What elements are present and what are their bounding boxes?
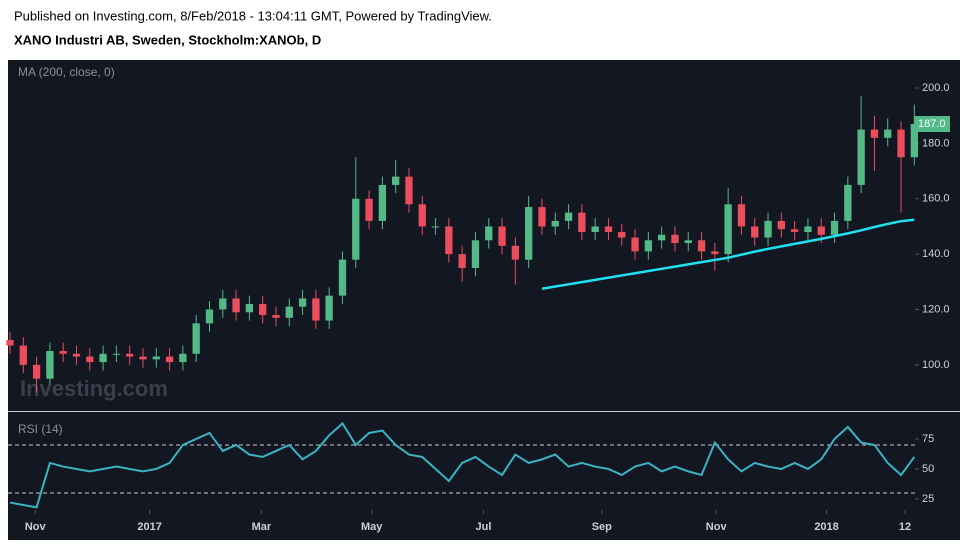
candle-body <box>777 220 786 230</box>
candle-body <box>790 229 799 232</box>
candle-body <box>152 356 160 360</box>
candle-body <box>298 298 307 307</box>
candle-body <box>259 303 267 316</box>
candle-body <box>431 226 440 228</box>
candle-body <box>192 323 200 354</box>
candle-body <box>325 295 333 321</box>
candle-body <box>671 234 679 244</box>
candle-body <box>232 298 240 313</box>
price-panel-label: MA (200, close, 0) <box>18 65 115 79</box>
candle-body <box>418 204 426 227</box>
x-tick-label: May <box>361 521 383 533</box>
candle-body <box>285 306 293 318</box>
x-tick-label: 2018 <box>814 521 838 533</box>
candle-body <box>498 226 506 246</box>
candle-body <box>378 184 387 221</box>
candle-body <box>817 226 825 235</box>
last-price-badge <box>914 116 950 133</box>
candle-body <box>657 234 666 241</box>
candle-body <box>525 207 533 260</box>
candle-body <box>511 245 520 260</box>
candle-body <box>591 226 599 232</box>
candle-body <box>830 220 839 235</box>
candle-body <box>564 212 573 221</box>
rsi-panel-label: RSI (14) <box>18 422 63 436</box>
candle-body <box>72 353 81 357</box>
y-tick-label: 25 <box>922 493 934 505</box>
published-note: Published on Investing.com, 8/Feb/2018 -… <box>14 8 492 23</box>
x-tick-label: Nov <box>706 521 728 533</box>
candle-body <box>751 226 759 238</box>
candle-body <box>884 129 892 138</box>
candle-body <box>165 356 174 363</box>
y-tick-label: 200.0 <box>922 82 950 94</box>
x-tick-label: Jul <box>475 521 491 533</box>
candle-body <box>32 364 41 379</box>
candle-body <box>272 315 280 318</box>
watermark: Investing.com <box>20 376 168 401</box>
candle-body <box>365 198 373 221</box>
candle-body <box>644 240 653 252</box>
candle-body <box>392 176 400 185</box>
panel-bg <box>8 60 960 540</box>
candle-body <box>857 129 865 185</box>
candle-body <box>205 309 214 324</box>
x-tick-label: 2017 <box>137 521 161 533</box>
last-price-label: 187.0 <box>918 118 946 130</box>
candle-body <box>59 351 67 354</box>
candle-body <box>551 220 559 227</box>
candle-body <box>245 303 254 313</box>
candle-body <box>711 251 719 255</box>
y-tick-label: 75 <box>922 433 934 445</box>
candle-body <box>471 240 480 268</box>
candle-body <box>764 220 772 238</box>
candle-body <box>312 298 320 321</box>
candle-body <box>139 356 147 360</box>
candle-body <box>219 298 227 310</box>
candle-body <box>618 231 626 238</box>
rsi-line <box>9 421 916 509</box>
candle-body <box>684 240 692 244</box>
candle-body <box>578 212 586 232</box>
candle-body <box>46 351 54 379</box>
candle-body <box>697 240 706 252</box>
y-tick-label: 160.0 <box>922 193 950 205</box>
candle-body <box>112 353 121 355</box>
candle-body <box>604 226 613 232</box>
candle-body <box>19 345 27 365</box>
candle-body <box>897 129 905 158</box>
candle-body <box>126 353 134 357</box>
candle-body <box>538 207 546 227</box>
candle-body <box>99 353 107 363</box>
candle-body <box>870 129 879 138</box>
candle-body <box>910 124 918 158</box>
candle-body <box>724 204 732 255</box>
candle-body <box>86 356 94 363</box>
y-tick-label: 140.0 <box>922 248 950 260</box>
candle-body <box>485 226 493 241</box>
candle-body <box>338 259 347 296</box>
candle-body <box>405 176 413 205</box>
candle-body <box>352 198 360 260</box>
candle-body <box>844 184 852 221</box>
y-tick-label: 50 <box>922 463 934 475</box>
candle-body <box>458 254 466 268</box>
x-tick-label: Sep <box>592 521 612 533</box>
x-tick-label: Nov <box>25 521 47 533</box>
candle-body <box>445 226 453 255</box>
ma-line <box>541 218 915 290</box>
candle-body <box>737 204 746 227</box>
y-tick-label: 100.0 <box>922 359 950 371</box>
chart-title: XANO Industri AB, Sweden, Stockholm:XANO… <box>14 32 321 47</box>
candle-body <box>804 226 812 232</box>
candle-body <box>631 237 639 252</box>
candle-body <box>6 339 14 346</box>
x-tick-label: 12 <box>899 521 911 533</box>
x-tick-label: Mar <box>252 521 272 533</box>
y-tick-label: 180.0 <box>922 137 950 149</box>
candle-body <box>179 353 187 363</box>
y-tick-label: 120.0 <box>922 303 950 315</box>
